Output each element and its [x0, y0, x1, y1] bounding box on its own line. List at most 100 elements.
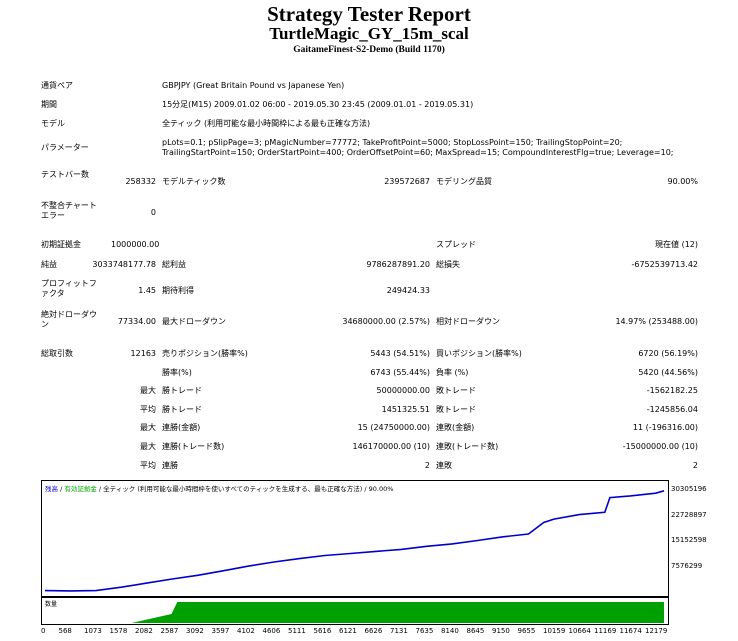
volume-area [45, 602, 664, 623]
symbol-label: 通貨ペア [41, 81, 73, 90]
bars-value: 258332 [125, 177, 156, 186]
abs-dd-value: 77334.00 [117, 317, 156, 326]
net-value: 3033748177.78 [92, 260, 156, 269]
x-tick-label: 4102 [237, 627, 255, 635]
x-tick-label: 2587 [160, 627, 179, 635]
gross-loss-label: 総損失 [436, 260, 460, 269]
avg-cons-win-label: 連勝 [162, 461, 178, 470]
short-value: 5443 (54.51%) [370, 349, 430, 358]
spread-value: 現在値 (12) [655, 240, 698, 249]
period-value: 15分足(M15) 2009.01.02 06:00 - 2019.05.30 … [162, 100, 474, 109]
x-tick-label: 0 [41, 627, 46, 635]
max-dd-value: 34680000.00 (2.57%) [342, 317, 430, 326]
largest-loss-label: 敗トレード [436, 386, 476, 395]
deposit-label: 初期証拠金 [41, 240, 81, 249]
volume-label: 数量 [45, 601, 58, 608]
cons-win-amt-value: 15 (24750000.00) [357, 423, 430, 432]
avg-win-label: 勝トレード [162, 405, 202, 414]
quality-label: モデリング品質 [436, 177, 492, 186]
spread-label: スプレッド [436, 240, 476, 249]
model-value: 全ティック (利用可能な最小時間枠による最も正確な方法) [162, 119, 371, 128]
gross-profit-value: 9786287891.20 [366, 260, 430, 269]
errors-label: 不整合チャートエラー [41, 201, 97, 220]
quality-value: 90.00% [667, 177, 698, 186]
legend-equity: 有効証拠金 [64, 485, 97, 493]
legend-sep: / [58, 485, 65, 493]
pf-label: プロフィットファクタ [41, 279, 97, 298]
largest-win-value: 50000000.00 [376, 386, 430, 395]
x-tick-label: 9150 [492, 627, 510, 635]
y-tick-label: 7576299 [671, 562, 703, 571]
total-trades-label: 総取引数 [41, 349, 73, 358]
cons-win-cnt-value: 146170000.00 (10) [352, 442, 431, 451]
x-tick-label: 7635 [415, 627, 434, 635]
server-name: GaitameFinest-S2-Demo (Build 1170) [293, 45, 445, 55]
period-label: 期間 [41, 100, 57, 109]
long-value: 6720 (56.19%) [638, 349, 698, 358]
x-tick-label: 8645 [466, 627, 485, 635]
total-trades-value: 12163 [130, 349, 156, 358]
max-cons-label: 最大 [140, 423, 156, 432]
avg-loss-value: -1245856.04 [646, 405, 698, 414]
volume-chart: 数量 [41, 597, 669, 625]
win-pct-value: 6743 (55.44%) [370, 368, 430, 377]
cons-loss-cnt-value: -15000000.00 (10) [622, 442, 698, 451]
x-tick-label: 10159 [543, 627, 566, 635]
errors-value: 0 [150, 208, 156, 217]
symbol-value: GBPJPY (Great Britain Pound vs Japanese … [162, 81, 345, 90]
x-tick-label: 4606 [262, 627, 281, 635]
x-tick-label: 6121 [339, 627, 357, 635]
bars-label: テストバー数 [41, 170, 89, 179]
gross-profit-label: 総利益 [162, 260, 186, 269]
deposit-value: 1000000.00 [111, 240, 160, 249]
cons-loss-amt-value: 11 (-196316.00) [632, 423, 698, 432]
gross-loss-value: -6752539713.42 [631, 260, 698, 269]
x-tick-label: 7131 [390, 627, 408, 635]
ticks-value: 239572687 [384, 177, 430, 186]
max-dd-label: 最大ドローダウン [162, 317, 226, 326]
avg-cons-label: 平均 [140, 461, 156, 470]
rel-dd-label: 相対ドローダウン [436, 317, 500, 326]
loss-pct-value: 5420 (44.56%) [638, 368, 698, 377]
balance-chart-svg [44, 490, 665, 592]
x-tick-label: 12179 [645, 627, 668, 635]
x-tick-label: 3597 [211, 627, 230, 635]
x-tick-label: 10664 [568, 627, 591, 635]
x-tick-label: 11674 [619, 627, 642, 635]
x-tick-label: 6626 [364, 627, 383, 635]
x-tick-label: 9655 [517, 627, 536, 635]
net-label: 純益 [41, 260, 57, 269]
cons-loss-cnt-label: 連敗(トレード数) [436, 442, 499, 451]
cons-win-cnt-label: 連勝(トレード数) [162, 442, 225, 451]
abs-dd-label: 絶対ドローダウン [41, 310, 97, 329]
avg-cons-loss-label: 連敗 [436, 461, 452, 470]
x-tick-label: 1578 [109, 627, 128, 635]
avg-loss-label: 敗トレード [436, 405, 476, 414]
x-tick-label: 5616 [313, 627, 332, 635]
long-label: 買いポジション(勝率%) [436, 349, 522, 358]
x-tick-label: 11169 [594, 627, 617, 635]
y-tick-label: 22728897 [671, 510, 707, 519]
avg-cons-win-value: 2 [424, 461, 430, 470]
expert-name: TurtleMagic_GY_15m_scal [269, 24, 469, 43]
largest-loss-value: -1562182.25 [646, 386, 698, 395]
largest-win-label: 勝トレード [162, 386, 202, 395]
max-cons-cnt-label: 最大 [140, 442, 156, 451]
x-tick-label: 5111 [288, 627, 306, 635]
y-tick-label: 15152598 [671, 536, 707, 545]
ticks-label: モデルティック数 [162, 177, 226, 186]
chart-legend: 残高 / 有効証拠金 / 全ティック (利用可能な最小時間枠を使いすべてのティッ… [45, 483, 393, 493]
x-tick-label: 3092 [186, 627, 204, 635]
x-tick-label: 8140 [441, 627, 459, 635]
pf-value: 1.45 [138, 286, 156, 295]
volume-chart-svg [45, 602, 664, 623]
report-title: Strategy Tester Report [267, 2, 471, 26]
x-tick-label: 1073 [84, 627, 102, 635]
average-label: 平均 [140, 405, 156, 414]
x-tick-label: 2082 [135, 627, 153, 635]
cons-win-amt-label: 連勝(金額) [162, 423, 201, 432]
short-label: 売りポジション(勝率%) [162, 349, 248, 358]
loss-pct-label: 負率 (%) [436, 368, 469, 377]
model-label: モデル [41, 119, 65, 128]
balance-line [44, 490, 665, 592]
